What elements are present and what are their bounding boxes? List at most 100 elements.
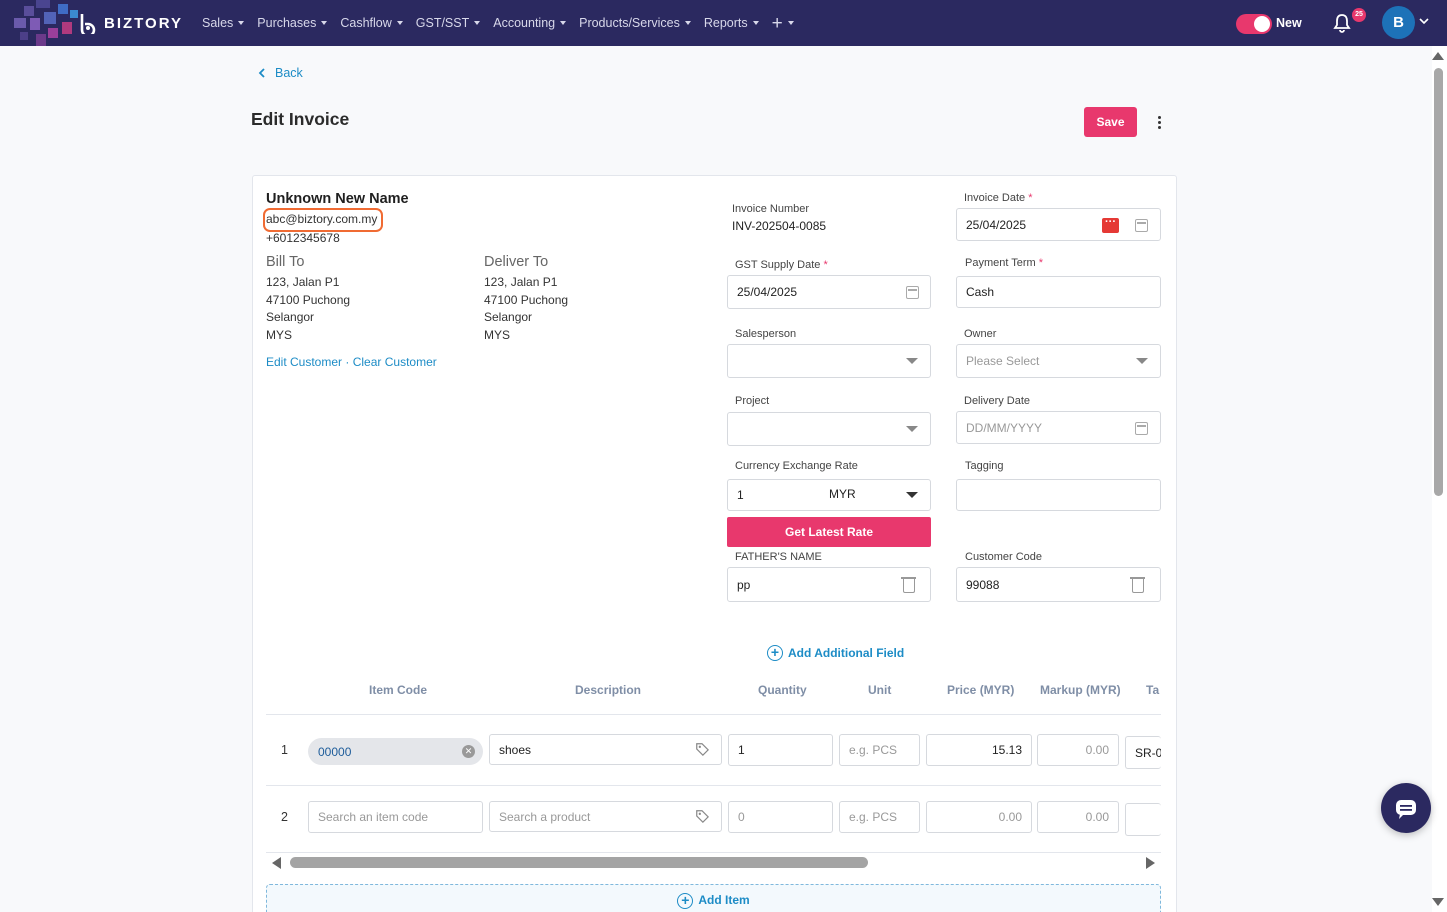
add-item-label: Add Item [698,893,750,907]
nav-label: Products/Services [579,16,680,30]
trash-icon[interactable] [1130,577,1145,593]
scroll-down-arrow[interactable] [1432,898,1444,906]
clear-customer-link[interactable]: Clear Customer [352,355,437,369]
item-code-placeholder: Search an item code [318,810,429,824]
calendar-icon[interactable] [1135,219,1148,232]
nav-quick-add[interactable]: + [772,14,794,33]
chat-widget-button[interactable] [1381,783,1431,833]
invoice-number-label: Invoice Number [732,203,810,215]
price-placeholder: 0.00 [998,810,1022,824]
clear-icon[interactable]: ✕ [462,745,475,758]
tax-select[interactable]: SR-0 [1125,736,1161,769]
plus-circle-icon: + [677,893,694,909]
back-link[interactable]: Back [257,66,303,80]
father-name-label: FATHER'S NAME [735,551,822,563]
owner-label: Owner [964,328,997,340]
new-ui-toggle[interactable] [1236,14,1272,34]
toggle-label: New [1276,16,1302,30]
gst-supply-date-label: GST Supply Date * [735,259,828,271]
price-input[interactable]: 0.00 [926,801,1032,833]
tagging-label: Tagging [965,460,1004,472]
nav-cashflow[interactable]: Cashflow [340,16,403,30]
customer-code-input[interactable]: 99088 [956,567,1161,602]
scroll-right-arrow[interactable] [1146,857,1155,869]
trash-icon[interactable] [901,577,916,593]
brand-name: BIZTORY [104,14,184,32]
brand-logo[interactable]: BIZTORY [78,12,183,34]
tagging-input[interactable] [956,479,1161,511]
currency-rate-value: 1 [737,488,744,502]
delivery-date-input[interactable]: DD/MM/YYYY [956,411,1161,444]
bill-to-line: MYS [266,327,293,342]
notification-badge: 25 [1352,8,1366,22]
currency-code[interactable]: MYR [829,487,856,501]
invoice-date-input[interactable]: 25/04/2025 ··· [956,208,1161,241]
required-mark: * [1028,192,1033,204]
tag-icon[interactable] [695,742,709,756]
owner-select[interactable]: Please Select [956,344,1161,378]
unit-input[interactable]: e.g. PCS [839,801,920,833]
vertical-scrollbar-thumb[interactable] [1434,68,1443,496]
gst-supply-date-input[interactable]: 25/04/2025 [727,275,931,309]
chevron-down-icon[interactable] [1419,17,1429,25]
caret-down-icon [560,21,567,25]
project-label: Project [735,395,770,407]
calendar-icon[interactable] [906,286,919,299]
quantity-input[interactable]: 0 [728,801,833,833]
description-input[interactable]: shoes [489,734,722,765]
logo-pixel-art [0,0,100,46]
markup-placeholder: 0.00 [1085,743,1109,757]
father-name-input[interactable]: pp [727,567,931,602]
deliver-to-line: MYS [484,327,511,342]
plus-icon: + [771,12,783,34]
save-button[interactable]: Save [1084,107,1137,137]
markup-input[interactable]: 0.00 [1037,801,1119,833]
price-input[interactable]: 15.13 [926,734,1032,766]
nav-label: Accounting [493,16,556,30]
item-code-chip[interactable]: 00000 ✕ [308,738,483,765]
markup-input[interactable]: 0.00 [1037,734,1119,766]
row-divider [266,852,1161,853]
quantity-input[interactable]: 1 [728,734,833,766]
get-latest-rate-button[interactable]: Get Latest Rate [727,517,931,547]
row-number: 2 [281,810,288,824]
add-additional-field-button[interactable]: + Add Additional Field [767,645,904,661]
bill-to-heading: Bill To [266,254,305,270]
nav-purchases[interactable]: Purchases [257,16,328,30]
calendar-icon[interactable] [1135,422,1148,435]
more-options-icon[interactable] [1153,114,1165,132]
product-search-input[interactable]: Search a product [489,801,722,832]
quantity-value: 1 [738,743,745,757]
nav-gst-sst[interactable]: GST/SST [415,16,481,30]
payment-term-input[interactable]: Cash [956,276,1161,308]
customer-email: abc@biztory.com.my [266,212,378,226]
add-item-button[interactable]: + Add Item [266,884,1161,912]
payment-term-label: Payment Term * [965,257,1044,269]
project-select[interactable] [727,412,931,446]
password-manager-icon[interactable]: ··· [1102,217,1119,233]
caret-down-icon [238,21,245,25]
nav-sales[interactable]: Sales [202,16,245,30]
currency-rate-input[interactable]: 1 MYR [727,479,931,511]
add-field-label: Add Additional Field [788,646,905,660]
scroll-left-arrow[interactable] [272,857,281,869]
nav-products-services[interactable]: Products/Services [579,16,691,30]
salesperson-select[interactable] [727,344,931,378]
tax-select[interactable] [1125,803,1161,836]
nav-reports[interactable]: Reports [704,16,759,30]
dropdown-arrow-icon[interactable] [906,492,918,498]
unit-input[interactable]: e.g. PCS [839,734,920,766]
avatar[interactable]: B [1382,6,1415,39]
nav-accounting[interactable]: Accounting [493,16,567,30]
edit-customer-link[interactable]: Edit Customer [266,355,343,369]
col-description: Description [575,683,642,697]
row-number: 1 [281,743,288,757]
scroll-up-arrow[interactable] [1432,52,1444,60]
deliver-to-line: Selangor [484,310,533,324]
bell-icon[interactable] [1332,13,1352,33]
horizontal-scrollbar-thumb[interactable] [290,857,868,868]
col-price: Price (MYR) [947,683,1015,697]
item-code-search-input[interactable]: Search an item code [308,801,483,833]
tag-icon[interactable] [695,809,709,823]
nav-label: GST/SST [415,16,470,30]
